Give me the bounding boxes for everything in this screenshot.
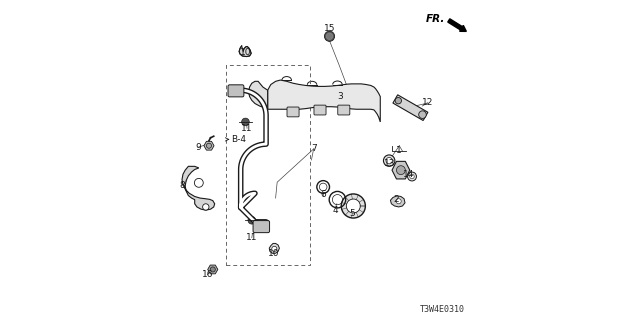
Text: 9: 9 bbox=[195, 143, 201, 152]
Polygon shape bbox=[208, 265, 218, 274]
Circle shape bbox=[408, 172, 417, 181]
Circle shape bbox=[272, 246, 277, 252]
Text: B-4: B-4 bbox=[231, 135, 246, 144]
Text: 8: 8 bbox=[179, 181, 185, 190]
Text: 11: 11 bbox=[241, 124, 253, 133]
Text: 1: 1 bbox=[396, 146, 402, 155]
Polygon shape bbox=[269, 244, 280, 253]
FancyBboxPatch shape bbox=[253, 220, 269, 233]
Circle shape bbox=[341, 194, 365, 218]
FancyBboxPatch shape bbox=[228, 85, 244, 97]
Text: 3: 3 bbox=[338, 92, 344, 101]
Circle shape bbox=[326, 33, 333, 39]
Circle shape bbox=[248, 216, 255, 224]
Text: 4: 4 bbox=[332, 206, 338, 215]
Polygon shape bbox=[390, 196, 405, 207]
Text: 2: 2 bbox=[394, 195, 399, 204]
Circle shape bbox=[203, 204, 209, 210]
Text: T3W4E0310: T3W4E0310 bbox=[420, 305, 465, 314]
Circle shape bbox=[410, 174, 414, 179]
Text: 6: 6 bbox=[320, 190, 326, 199]
Circle shape bbox=[324, 31, 335, 41]
Polygon shape bbox=[204, 141, 214, 150]
FancyBboxPatch shape bbox=[287, 107, 299, 117]
Text: 11: 11 bbox=[246, 233, 257, 242]
Polygon shape bbox=[182, 166, 214, 210]
FancyBboxPatch shape bbox=[314, 105, 326, 115]
Circle shape bbox=[383, 155, 395, 166]
Circle shape bbox=[396, 199, 401, 204]
Text: 15: 15 bbox=[324, 24, 335, 33]
Circle shape bbox=[211, 267, 215, 272]
FancyArrow shape bbox=[448, 19, 467, 31]
Bar bbox=[227, 65, 310, 265]
Polygon shape bbox=[239, 46, 251, 57]
Text: 14: 14 bbox=[403, 170, 415, 179]
Circle shape bbox=[386, 157, 392, 164]
Circle shape bbox=[207, 143, 211, 148]
FancyBboxPatch shape bbox=[338, 105, 350, 115]
Circle shape bbox=[395, 98, 401, 104]
Text: 5: 5 bbox=[349, 209, 355, 219]
Circle shape bbox=[195, 178, 204, 187]
Text: 13: 13 bbox=[384, 159, 396, 168]
Text: FR.: FR. bbox=[426, 14, 445, 24]
Polygon shape bbox=[268, 80, 380, 122]
Polygon shape bbox=[393, 95, 428, 121]
Text: 16: 16 bbox=[202, 270, 213, 279]
Circle shape bbox=[396, 166, 405, 175]
Circle shape bbox=[419, 111, 426, 118]
Text: 10: 10 bbox=[240, 48, 252, 57]
Text: 10: 10 bbox=[268, 249, 280, 258]
Circle shape bbox=[242, 118, 249, 126]
Text: 12: 12 bbox=[422, 99, 433, 108]
Polygon shape bbox=[248, 81, 268, 109]
Circle shape bbox=[346, 199, 360, 213]
Polygon shape bbox=[392, 161, 410, 179]
Text: 7: 7 bbox=[311, 144, 317, 153]
